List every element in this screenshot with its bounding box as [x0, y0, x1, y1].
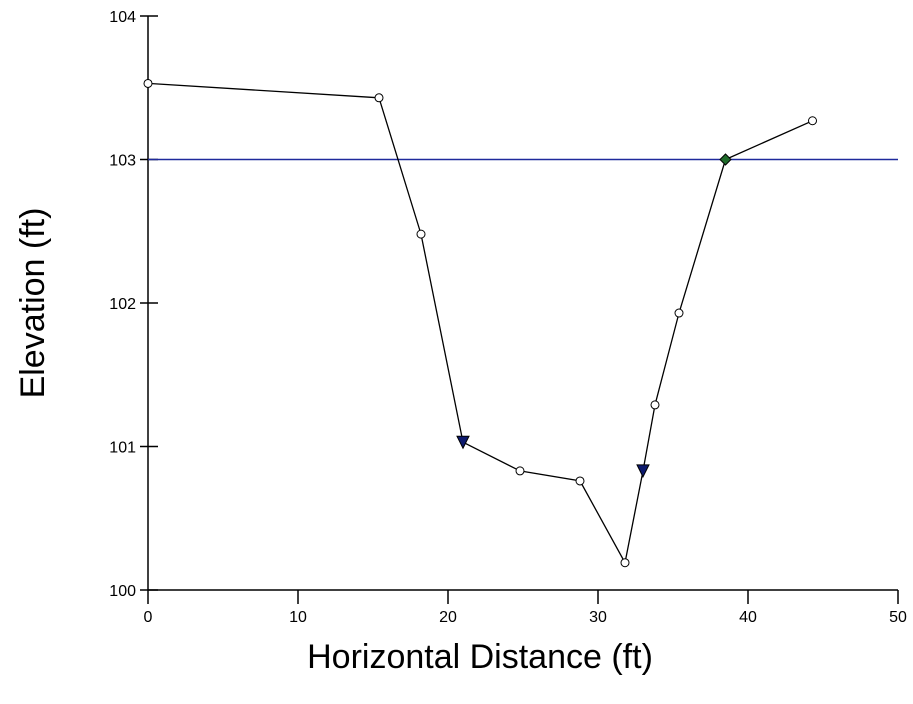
y-axis-title: Elevation (ft) — [14, 208, 52, 399]
channel-profile — [147, 82, 813, 565]
x-tick-label: 50 — [889, 609, 907, 626]
bank-marker-point — [636, 464, 650, 479]
bank-marker-point — [456, 435, 470, 450]
y-tick-label: 104 — [109, 9, 136, 26]
data-point — [515, 466, 525, 476]
profile-series-line — [147, 82, 813, 565]
data-point — [143, 78, 153, 88]
y-ticks: 100 101 102 103 104 — [109, 9, 158, 600]
x-tick-label: 40 — [739, 609, 757, 626]
water-edge-point — [719, 153, 732, 166]
data-point — [416, 229, 426, 239]
y-tick-label: 102 — [109, 296, 136, 313]
data-point — [674, 308, 684, 318]
y-tick-label: 101 — [109, 440, 136, 457]
x-tick-label: 30 — [589, 609, 607, 626]
axes — [147, 16, 898, 591]
x-tick-label: 10 — [289, 609, 307, 626]
data-point — [650, 400, 660, 410]
x-tick-label: 20 — [439, 609, 457, 626]
x-ticks: 0 10 20 30 40 50 — [144, 590, 907, 626]
data-point — [575, 476, 585, 486]
data-point-markers — [143, 78, 817, 568]
x-axis-title: Horizontal Distance (ft) — [307, 638, 653, 676]
data-point — [374, 93, 384, 103]
data-point — [620, 558, 630, 568]
x-tick-label: 0 — [144, 609, 153, 626]
y-tick-label: 103 — [109, 153, 136, 170]
y-tick-label: 100 — [109, 583, 136, 600]
data-point — [808, 116, 817, 126]
